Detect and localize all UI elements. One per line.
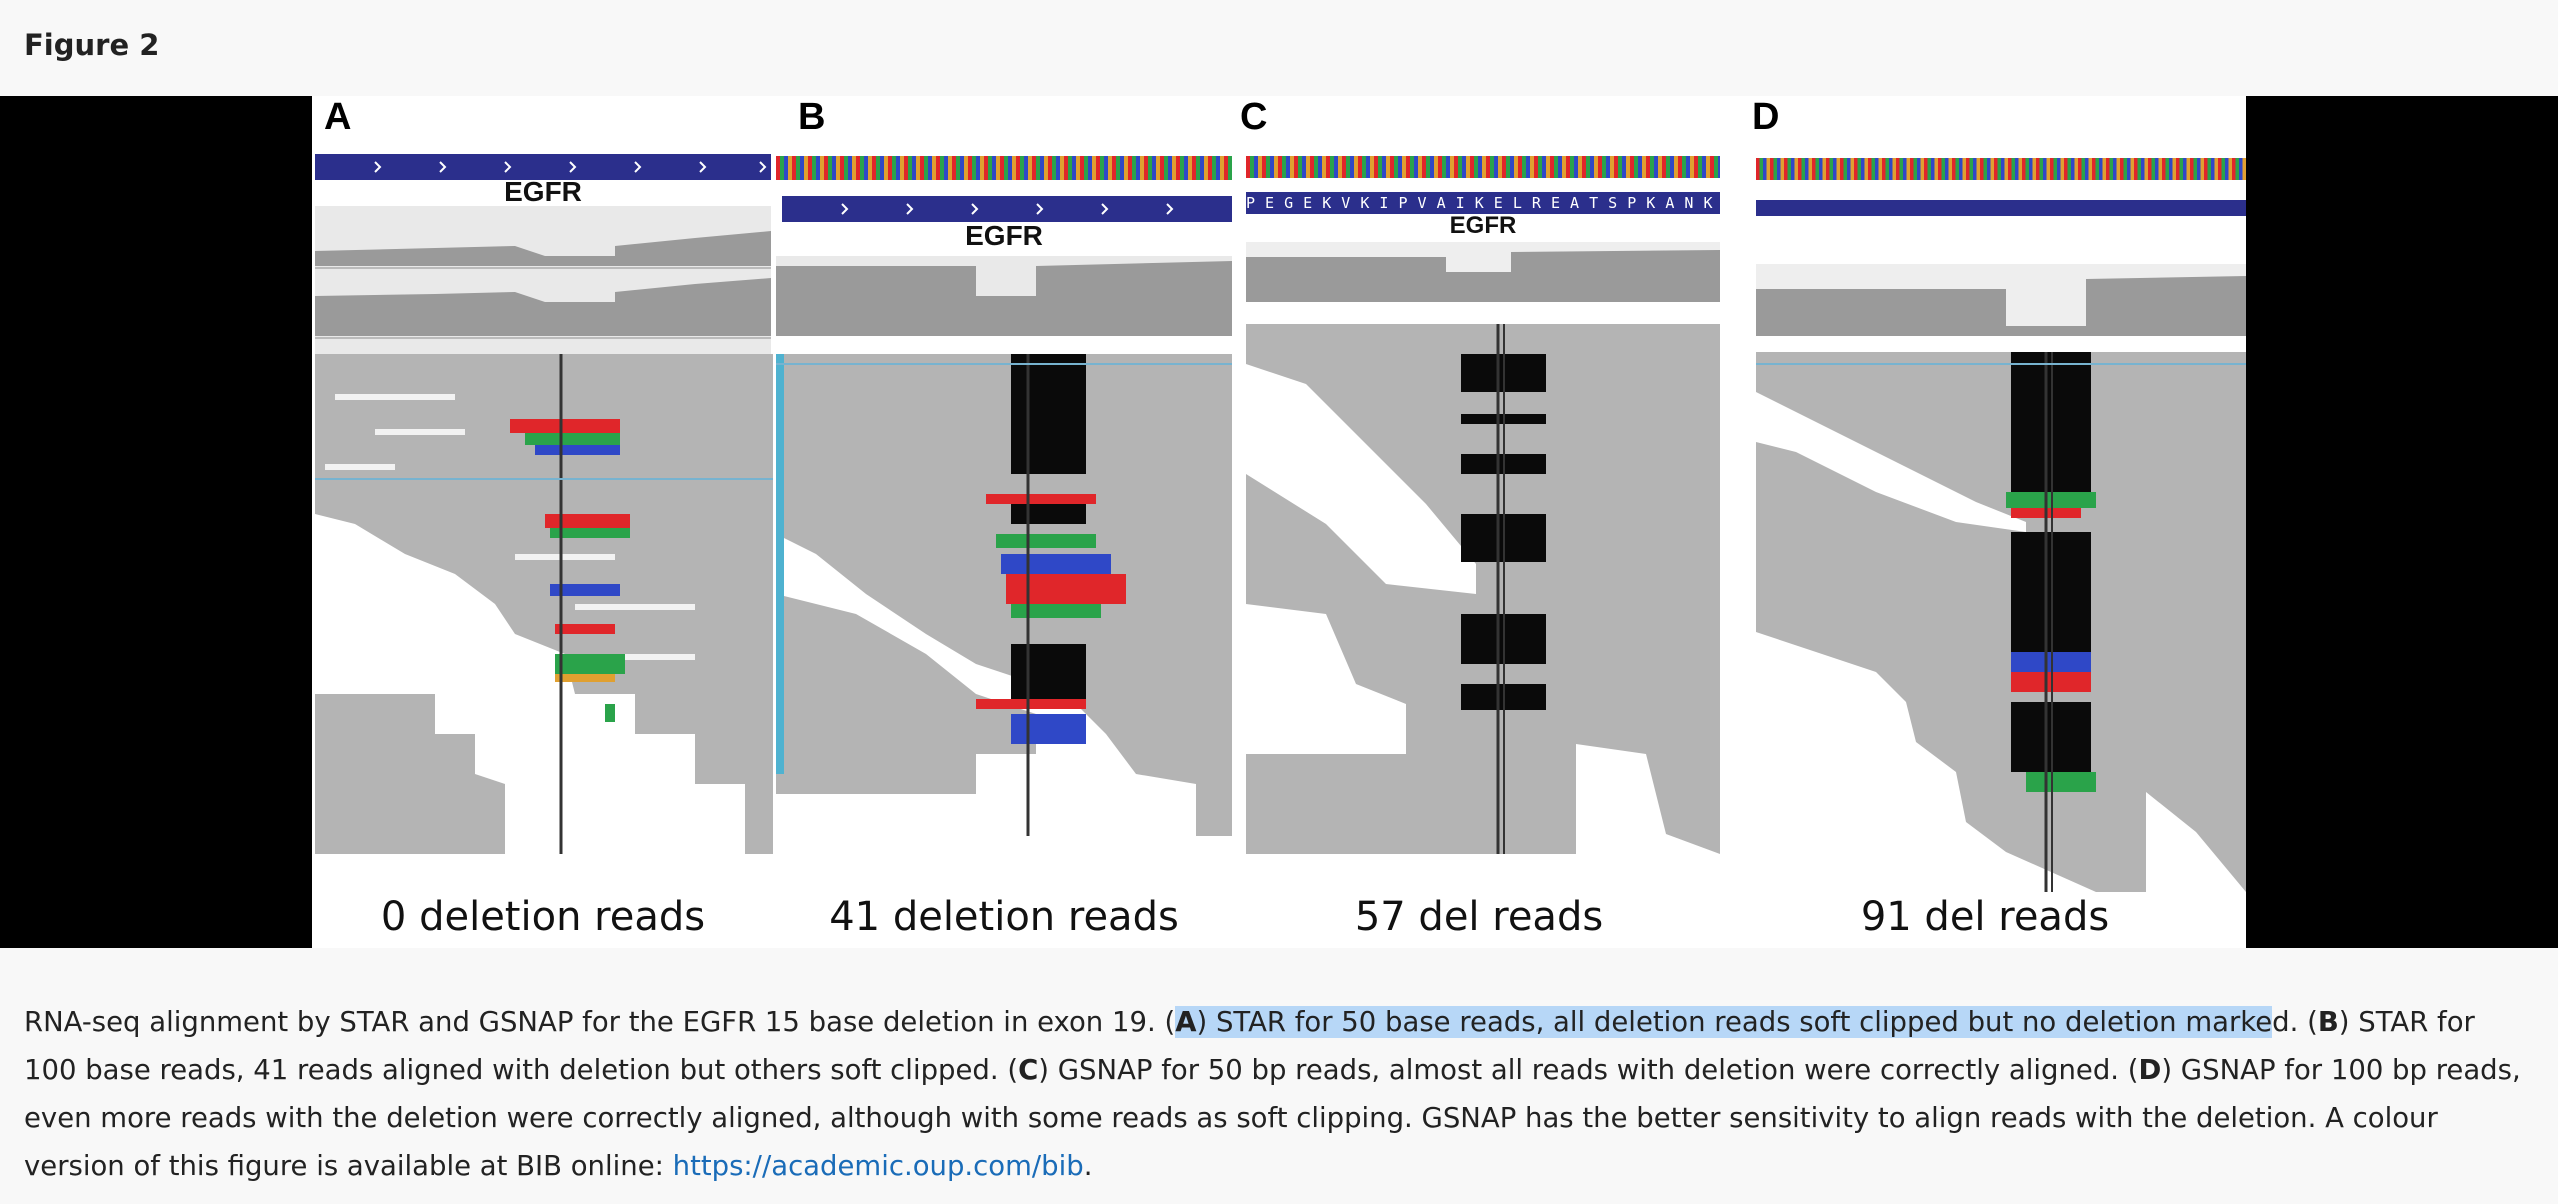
caption-letter-c: C [1018,1054,1039,1086]
panel-letter: A [324,96,352,138]
bib-link[interactable]: https://academic.oup.com/bib [672,1150,1084,1182]
caption-c-text: ) GSNAP for 50 bp reads, almost all read… [1038,1054,2139,1086]
panel-d: D [1724,96,2246,948]
caption-a-tail: d. ( [2272,1006,2318,1038]
mismatch-block [510,419,630,722]
mismatch-block [976,494,1126,744]
selected-text: A) STAR for 50 base reads, all deletion … [1175,1006,2273,1038]
caption-letter-d: D [2138,1054,2162,1086]
panel-caption: 0 deletion reads [380,894,706,940]
panel-caption: 91 del reads [1860,894,2110,940]
gene-track [1756,200,2246,216]
caption-d-text: ) GSNAP for 100 bp reads, even more read… [24,1054,2521,1182]
caption-intro: RNA-seq alignment by STAR and GSNAP for … [24,1006,1176,1038]
read-alignments [776,354,1232,836]
gene-label: EGFR [1449,212,1517,239]
figure-title: Figure 2 [24,28,160,62]
read-alignments [1246,324,1720,854]
sequence-track [1246,156,1720,178]
panel-caption: 57 del reads [1354,894,1604,940]
coverage-track [1756,264,2246,336]
sequence-track [776,156,1232,180]
gene-label: EGFR [504,176,582,207]
gene-label: EGFR [965,220,1043,251]
caption-letter-a: A [1175,1006,1197,1038]
caption-a-text: ) STAR for 50 base reads, all deletion r… [1196,1006,2273,1038]
read-alignments [315,354,773,854]
caption-b-text: ) STAR for 100 base reads, 41 reads alig… [24,1006,2475,1086]
panel-a: A EGFR [312,96,774,948]
gene-track [782,196,1232,222]
panel-b: B EGF [774,96,1234,948]
caption-end: . [1083,1150,1093,1182]
sequence-track [1756,158,2246,180]
coverage-track [1246,242,1720,302]
gene-track [315,154,771,180]
panel-letter: D [1752,96,1780,138]
panel-letter: C [1240,96,1268,138]
figure-caption: RNA-seq alignment by STAR and GSNAP for … [24,998,2534,1190]
panel-caption: 41 deletion reads [829,894,1179,940]
read-alignments [1756,352,2246,892]
deletion-block [1011,354,1086,704]
caption-letter-b: B [2317,1006,2339,1038]
figure-panels: A EGFR [312,96,2246,948]
coverage-track [776,256,1232,336]
panel-c: C P E G E K V K I P V A I K E L R E A T … [1234,96,1724,948]
panel-letter: B [798,96,826,138]
figure-image: A EGFR [0,96,2558,948]
protein-sequence: P E G E K V K I P V A I K E L R E A T S … [1246,192,1720,214]
